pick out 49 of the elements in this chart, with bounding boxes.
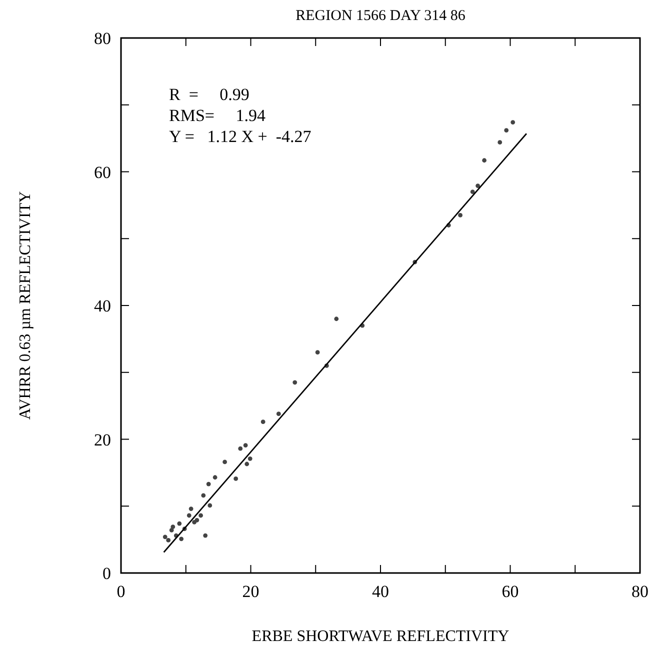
point	[476, 184, 480, 188]
annotation: RMS= 1.94	[169, 106, 266, 125]
point	[222, 460, 227, 464]
point	[198, 513, 203, 518]
point	[234, 476, 238, 481]
point	[238, 446, 243, 451]
point	[276, 412, 281, 416]
point	[212, 475, 218, 480]
point	[504, 128, 509, 132]
y-axis-title: AVHRR 0.63 µm REFLECTIVITY	[17, 190, 34, 420]
point	[292, 380, 298, 385]
x-tick-label: 0	[116, 582, 126, 601]
point	[510, 120, 516, 124]
y-tick-label: 0	[102, 564, 111, 583]
point	[260, 420, 266, 424]
point	[194, 518, 200, 522]
point	[208, 503, 212, 508]
point	[188, 506, 194, 511]
point	[201, 493, 206, 498]
point	[248, 456, 252, 461]
point	[177, 521, 182, 526]
point	[186, 513, 192, 518]
point	[169, 528, 174, 532]
annotation: R = 0.99	[169, 85, 250, 104]
point	[458, 213, 462, 218]
x-tick-label: 40	[372, 582, 389, 601]
x-tick-label: 20	[242, 582, 260, 601]
annotation: Y = 1.12 X + -4.27	[169, 127, 312, 146]
point	[244, 462, 250, 466]
point	[243, 443, 248, 448]
y-tick-label: 80	[94, 29, 111, 48]
point	[162, 534, 168, 540]
point	[482, 158, 486, 163]
point	[470, 190, 475, 194]
x-axis-title: ERBE SHORTWAVE REFLECTIVITY	[252, 628, 510, 645]
y-tick-label: 60	[94, 162, 111, 182]
point	[179, 536, 184, 542]
x-tick-label: 60	[502, 582, 519, 601]
point	[206, 482, 211, 486]
point	[170, 524, 176, 530]
point	[334, 316, 339, 322]
point	[166, 538, 171, 542]
x-tick-label: 80	[632, 582, 648, 601]
y-tick-label: 40	[94, 296, 111, 316]
point	[498, 140, 502, 145]
point	[315, 350, 320, 355]
chart-title: REGION 1566 DAY 314 86	[296, 8, 466, 24]
point	[203, 533, 208, 538]
y-tick-label: 20	[94, 430, 111, 450]
